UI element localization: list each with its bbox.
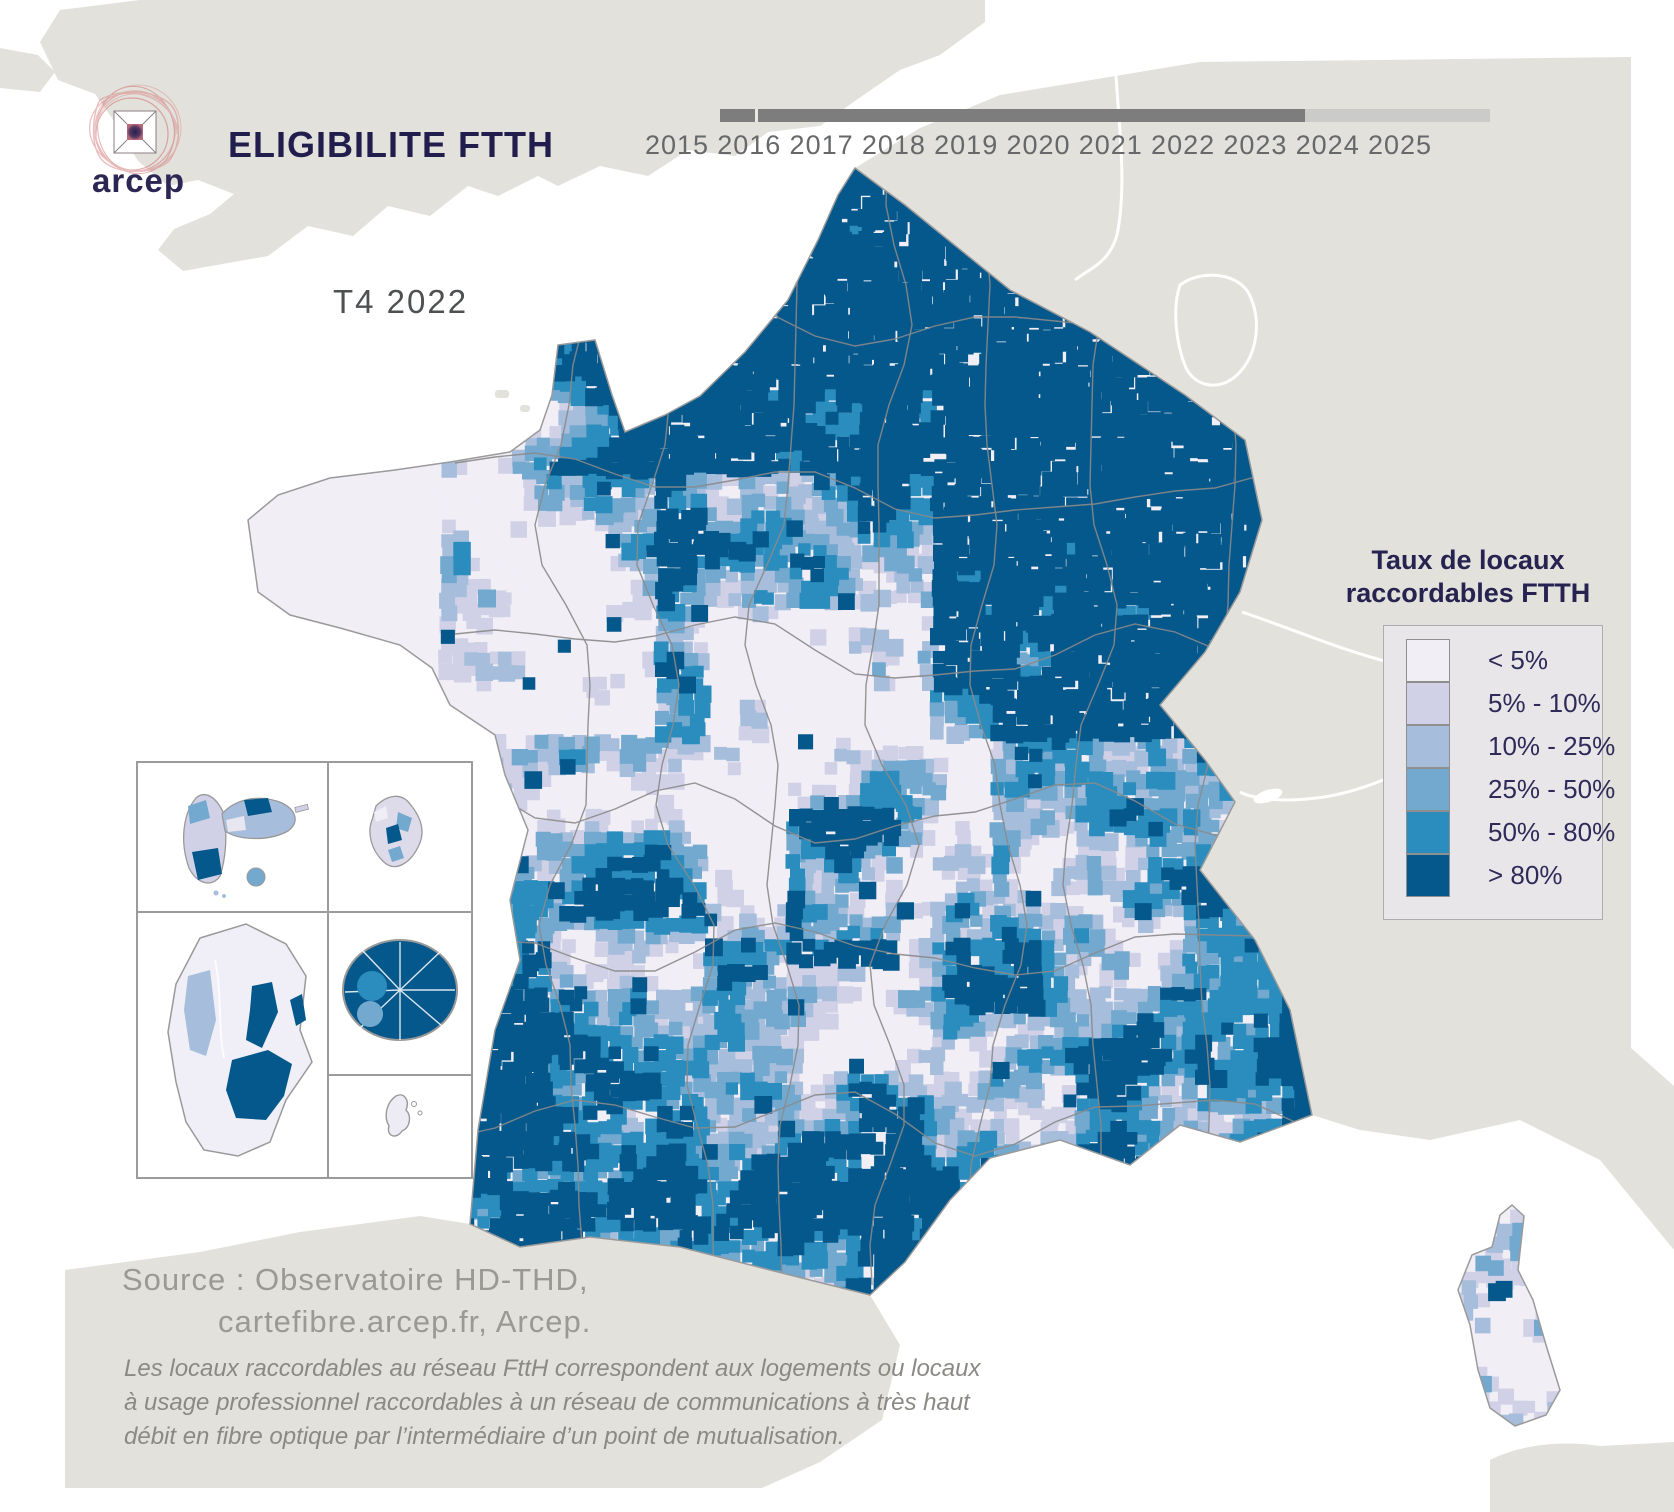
timeline-years: 2015 2016 2017 2018 2019 2020 2021 2022 2023 2024…	[0, 130, 1674, 170]
legend-swatch	[1406, 853, 1450, 897]
legend: < 5% 5% - 10% 10% - 25% 25% - 50% 50% - 80% >…	[1383, 625, 1615, 920]
logo-scribble	[89, 84, 182, 175]
legend-swatch	[1406, 810, 1450, 854]
legend-swatch	[1406, 681, 1450, 725]
channel-island	[495, 390, 509, 398]
legend-label: 10% - 25%	[1488, 731, 1616, 761]
footnote: Les locaux raccordables au réseau FttH c…	[124, 1352, 981, 1454]
timeline-slider[interactable]	[720, 109, 1490, 122]
ireland-landmass	[0, 48, 55, 92]
guyane-map	[167, 923, 313, 1157]
footnote-line2: à usage professionnel raccordables à un …	[124, 1389, 970, 1416]
reunion-map	[342, 939, 458, 1041]
logo-wordmark: arcep	[92, 162, 185, 199]
timeline-progress	[720, 109, 1305, 122]
legend-title-line2: raccordables FTTH	[1345, 578, 1591, 608]
legend-item: 10% - 25%	[1406, 724, 1615, 768]
legend-label: 25% - 50%	[1488, 774, 1616, 804]
year-label[interactable]: 2025	[1367, 130, 1433, 160]
commune-mosaic	[437, 168, 1312, 1295]
continent-landmass	[855, 57, 1674, 1250]
year-label[interactable]: 2023	[1223, 130, 1288, 160]
year-label[interactable]: 2019	[934, 130, 999, 160]
page-title: ELIGIBILITE FTTH	[228, 124, 554, 165]
legend-swatch	[1406, 638, 1450, 682]
legend-swatch	[1406, 724, 1450, 768]
year-label[interactable]: 2017	[789, 130, 854, 160]
source-line1: Source : Observatoire HD-THD,	[122, 1262, 589, 1297]
year-label[interactable]: 2020	[1006, 130, 1071, 160]
year-label[interactable]: 2021	[1078, 130, 1143, 160]
year-label[interactable]: 2022	[1151, 130, 1216, 160]
legend-item: 25% - 50%	[1406, 767, 1615, 811]
channel-island	[520, 405, 530, 412]
legend-item: < 5%	[1406, 638, 1602, 682]
legend-label: 50% - 80%	[1488, 817, 1616, 847]
arcep-logo: arcep	[89, 84, 185, 199]
legend-item: > 80%	[1406, 853, 1602, 897]
legend-rows: < 5% 5% - 10% 10% - 25% 25% - 50% 50% - 80% >…	[1406, 638, 1615, 897]
source-line2: cartefibre.arcep.fr, Arcep.	[218, 1304, 592, 1339]
england-landmass	[40, 0, 985, 271]
year-label[interactable]: 2018	[861, 130, 926, 160]
footnote-line1: Les locaux raccordables au réseau FttH c…	[124, 1355, 981, 1382]
legend-label: 5% - 10%	[1488, 688, 1601, 718]
legend-swatch	[1406, 767, 1450, 811]
guadeloupe-map	[183, 794, 310, 898]
martinique-map	[369, 795, 423, 868]
sardinia-landmass	[1490, 1442, 1674, 1512]
year-label[interactable]: 2024	[1295, 130, 1360, 160]
legend-title-line1: Taux de locaux	[1371, 545, 1565, 575]
legend-label: < 5%	[1488, 645, 1548, 675]
legend-title: Taux de locaux raccordables FTTH	[1293, 544, 1643, 610]
year-label[interactable]: 2016	[717, 130, 782, 160]
legend-item: 5% - 10%	[1406, 681, 1602, 725]
legend-item: 50% - 80%	[1406, 810, 1615, 854]
corsica-mosaic	[1458, 1205, 1560, 1426]
mayotte-map	[385, 1094, 423, 1137]
selected-period-label: T4 2022	[333, 283, 469, 320]
lake-geneva	[1253, 788, 1283, 804]
footnote-line3: débit en fibre optique par l’intermédiai…	[124, 1423, 845, 1450]
spain-landmass	[65, 1216, 900, 1488]
legend-label: > 80%	[1488, 860, 1563, 890]
timeline-start-notch	[755, 109, 758, 122]
overseas-insets	[136, 761, 473, 1179]
inset-box-guadeloupe	[136, 761, 329, 913]
year-label[interactable]: 2015	[644, 130, 710, 160]
